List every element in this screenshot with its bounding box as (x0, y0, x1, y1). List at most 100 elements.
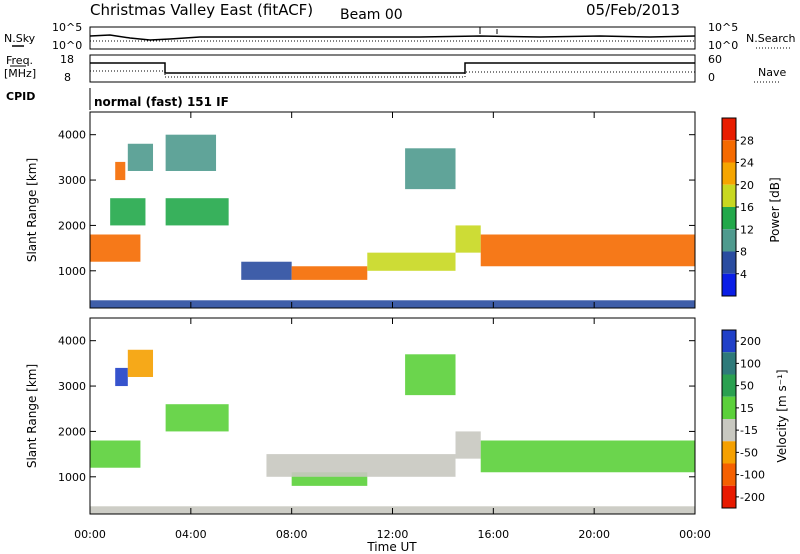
nsearch-label: N.Search (746, 32, 796, 45)
freq-panel: 18 8 60 0 Freq. [MHz] Nave (4, 53, 786, 84)
scatter-band (291, 266, 368, 280)
colorbar-swatch (722, 184, 736, 207)
x-tick-label: 00:00 (74, 528, 106, 541)
freq-tick-high: 18 (60, 53, 74, 66)
nave-tick-low: 0 (708, 71, 715, 84)
x-axis-label: Time UT (366, 540, 417, 554)
colorbar-swatch (722, 229, 736, 252)
nsky-label: N.Sky (4, 32, 36, 45)
colorbar-swatch (722, 485, 736, 508)
y-tick-label: 1000 (58, 471, 86, 484)
x-tick-label: 12:00 (377, 528, 409, 541)
x-tick-label: 16:00 (477, 528, 509, 541)
velocity-ylabel: Slant Range [km] (25, 364, 39, 468)
colorbar-tick-label: -100 (740, 469, 765, 482)
colorbar-swatch (722, 374, 736, 397)
noise-panel: 10^5 10^0 10^5 10^0 N.Sky N.Search (4, 21, 796, 52)
colorbar-tick-label: 200 (740, 335, 761, 348)
y-tick-label: 1000 (58, 265, 86, 278)
power-ylabel: Slant Range [km] (25, 158, 39, 262)
y-tick-label: 2000 (58, 219, 86, 232)
colorbar-swatch (722, 273, 736, 296)
power-colorbar: 4 8 12 16 20 24 28 (721, 117, 754, 297)
colorbar-swatch (722, 330, 736, 353)
x-tick-label: 00:00 (679, 528, 711, 541)
colorbar-swatch (722, 140, 736, 163)
x-tick-label: 04:00 (175, 528, 207, 541)
scatter-band (480, 234, 695, 267)
freq-tick-low: 8 (64, 71, 71, 84)
colorbar-swatch (722, 441, 736, 464)
y-tick-label: 4000 (58, 129, 86, 142)
nave-label: Nave (758, 66, 786, 79)
colorbar-swatch (722, 118, 736, 141)
power-colorbar-label: Power [dB] (768, 177, 782, 242)
colorbar-swatch (722, 463, 736, 486)
freq-unit: [MHz] (4, 67, 36, 80)
colorbar-tick-label: 4 (740, 268, 747, 281)
x-tick-label: 20:00 (578, 528, 610, 541)
colorbar-tick-label: -15 (740, 424, 758, 437)
scatter-band (266, 454, 456, 477)
scatter-band (127, 143, 154, 171)
x-axis: 00:00 04:00 08:00 12:00 16:00 20:00 00:00 (74, 112, 711, 541)
noise-tick-high: 10^5 (52, 21, 82, 34)
y-tick-label: 2000 (58, 425, 86, 438)
colorbar-tick-label: -50 (740, 446, 758, 459)
scatter-band (405, 354, 456, 396)
velocity-colorbar-label: Velocity [m s⁻¹] (775, 369, 789, 462)
nave-tick-high: 60 (708, 53, 722, 66)
noise-tick-low: 10^0 (52, 39, 82, 52)
y-tick-label: 3000 (58, 380, 86, 393)
scatter-band (165, 134, 217, 171)
colorbar-tick-label: 100 (740, 357, 761, 370)
colorbar-tick-label: 15 (740, 402, 754, 415)
colorbar-swatch (722, 162, 736, 185)
scatter-band (115, 367, 128, 387)
freq-label: Freq. (6, 54, 33, 67)
colorbar-tick-label: 16 (740, 201, 754, 214)
colorbar-tick-label: 24 (740, 157, 754, 170)
scatter-band (127, 349, 154, 377)
power-marks (90, 134, 695, 308)
scatter-band (90, 234, 141, 262)
velocity-marks (90, 349, 695, 514)
scatter-band (165, 404, 229, 432)
cpid-value: normal (fast) 151 IF (94, 95, 229, 109)
nave-trace (90, 70, 695, 78)
scatter-band (480, 440, 695, 473)
velocity-panel: 1000 2000 3000 4000 Slant Range [km] (25, 317, 696, 515)
plot-title: Christmas Valley East (fitACF) (90, 1, 313, 19)
colorbar-tick-label: 50 (740, 380, 754, 393)
colorbar-swatch (722, 419, 736, 442)
colorbar-tick-label: 12 (740, 223, 754, 236)
beam-label: Beam 00 (340, 7, 403, 23)
scatter-band (110, 198, 146, 226)
velocity-colorbar: 200 100 50 15 -15 -50 -100 -200 (721, 329, 765, 509)
scatter-band (165, 198, 229, 226)
colorbar-swatch (722, 396, 736, 419)
scatter-band (455, 225, 481, 253)
noise-tick-high-right: 10^5 (708, 21, 738, 34)
y-tick-label: 3000 (58, 174, 86, 187)
scatter-band (90, 440, 141, 468)
noise-tick-low-right: 10^0 (708, 39, 738, 52)
scatter-band (367, 252, 456, 271)
freq-trace (90, 62, 695, 74)
colorbar-swatch (722, 207, 736, 230)
colorbar-swatch (722, 251, 736, 274)
colorbar-tick-label: 28 (740, 134, 754, 147)
noise-sky-trace (89, 34, 696, 41)
scatter-band (455, 431, 481, 459)
colorbar-swatch (722, 352, 736, 375)
x-tick-label: 08:00 (276, 528, 308, 541)
cpid-label: CPID (6, 90, 35, 103)
colorbar-tick-label: 8 (740, 246, 747, 259)
scatter-band (241, 261, 292, 280)
y-tick-label: 4000 (58, 335, 86, 348)
colorbar-tick-label: 20 (740, 179, 754, 192)
date-label: 05/Feb/2013 (586, 1, 680, 19)
colorbar-tick-label: -200 (740, 491, 765, 504)
power-panel: 1000 2000 3000 4000 Slant Range [km] (25, 111, 696, 309)
